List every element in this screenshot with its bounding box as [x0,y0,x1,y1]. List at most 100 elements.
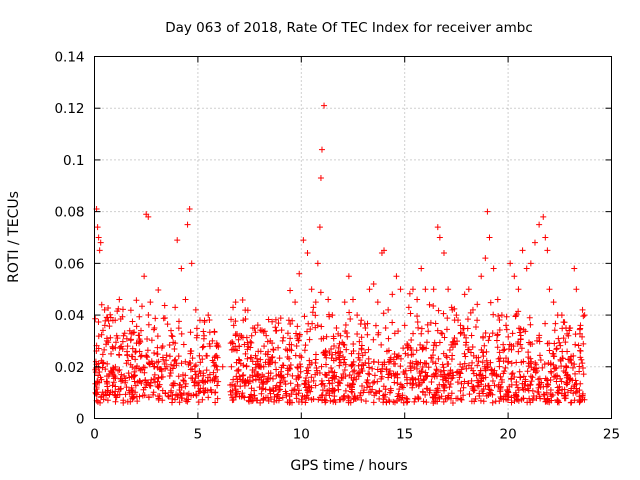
data-point [423,385,430,392]
data-point [188,260,195,267]
data-point [330,398,337,405]
data-point [341,395,348,402]
data-point [549,391,556,398]
data-point [295,337,302,344]
data-point [571,265,578,272]
data-point [178,330,185,337]
data-point [533,364,540,371]
data-point [304,364,311,371]
data-point [498,376,505,383]
data-point [131,368,138,375]
data-point [185,390,192,397]
data-point [577,347,584,354]
data-point [423,360,430,367]
data-point [414,313,421,320]
data-point [131,378,138,385]
data-point [117,386,124,393]
data-point [123,360,130,367]
data-point [312,351,319,358]
data-point [319,380,326,387]
data-point [536,352,543,359]
data-point [287,380,294,387]
data-point [265,316,272,323]
data-point [104,360,111,367]
data-point [494,344,501,351]
data-point [382,324,389,331]
data-point [239,372,246,379]
data-point [465,380,472,387]
data-point [249,358,256,365]
data-point [441,371,448,378]
data-point [249,372,256,379]
data-point [180,377,187,384]
data-point [532,359,539,366]
data-point [275,320,282,327]
data-point [123,384,130,391]
data-point [235,336,242,343]
data-point [314,260,321,267]
data-point [129,318,136,325]
data-point [354,312,361,319]
data-point [166,372,173,379]
data-point [98,301,105,308]
data-point [279,362,286,369]
data-point [249,377,256,384]
data-point [300,237,307,244]
x-tick-label: 0 [90,427,99,443]
data-point [462,342,469,349]
data-point [439,330,446,337]
data-point [358,396,365,403]
data-point [496,349,503,356]
data-point [138,303,145,310]
data-point [130,394,137,401]
data-point [191,363,198,370]
data-point [579,364,586,371]
data-point [425,364,432,371]
data-point [555,335,562,342]
data-point [94,224,101,231]
data-point [418,325,425,332]
data-point [244,339,251,346]
data-point [322,348,329,355]
data-point [490,370,497,377]
data-point [568,399,575,406]
data-point [337,332,344,339]
data-point [107,368,114,375]
data-point [143,353,150,360]
data-point [193,325,200,332]
data-point [284,371,291,378]
data-point [448,390,455,397]
data-point [355,373,362,380]
data-point [192,306,199,313]
data-point [356,369,363,376]
data-point [197,385,204,392]
data-point [423,373,430,380]
data-point [165,393,172,400]
data-point [525,349,532,356]
data-point [444,315,451,322]
data-point [120,332,127,339]
data-point [176,399,183,406]
data-point [152,315,159,322]
data-point [318,377,325,384]
data-point [200,328,207,335]
data-point [364,331,371,338]
data-point [92,315,99,322]
data-point [136,337,143,344]
data-point [436,234,443,241]
data-point [135,332,142,339]
y-tick-label: 0.06 [54,256,84,272]
data-point [296,331,303,338]
data-point [117,316,124,323]
data-point [464,316,471,323]
data-point [159,387,166,394]
data-point [423,339,430,346]
data-point [429,359,436,366]
data-point [318,363,325,370]
data-point [490,265,497,272]
data-point [182,358,189,365]
data-point [389,319,396,326]
data-point [293,343,300,349]
data-point [247,338,254,345]
data-point [354,331,361,338]
